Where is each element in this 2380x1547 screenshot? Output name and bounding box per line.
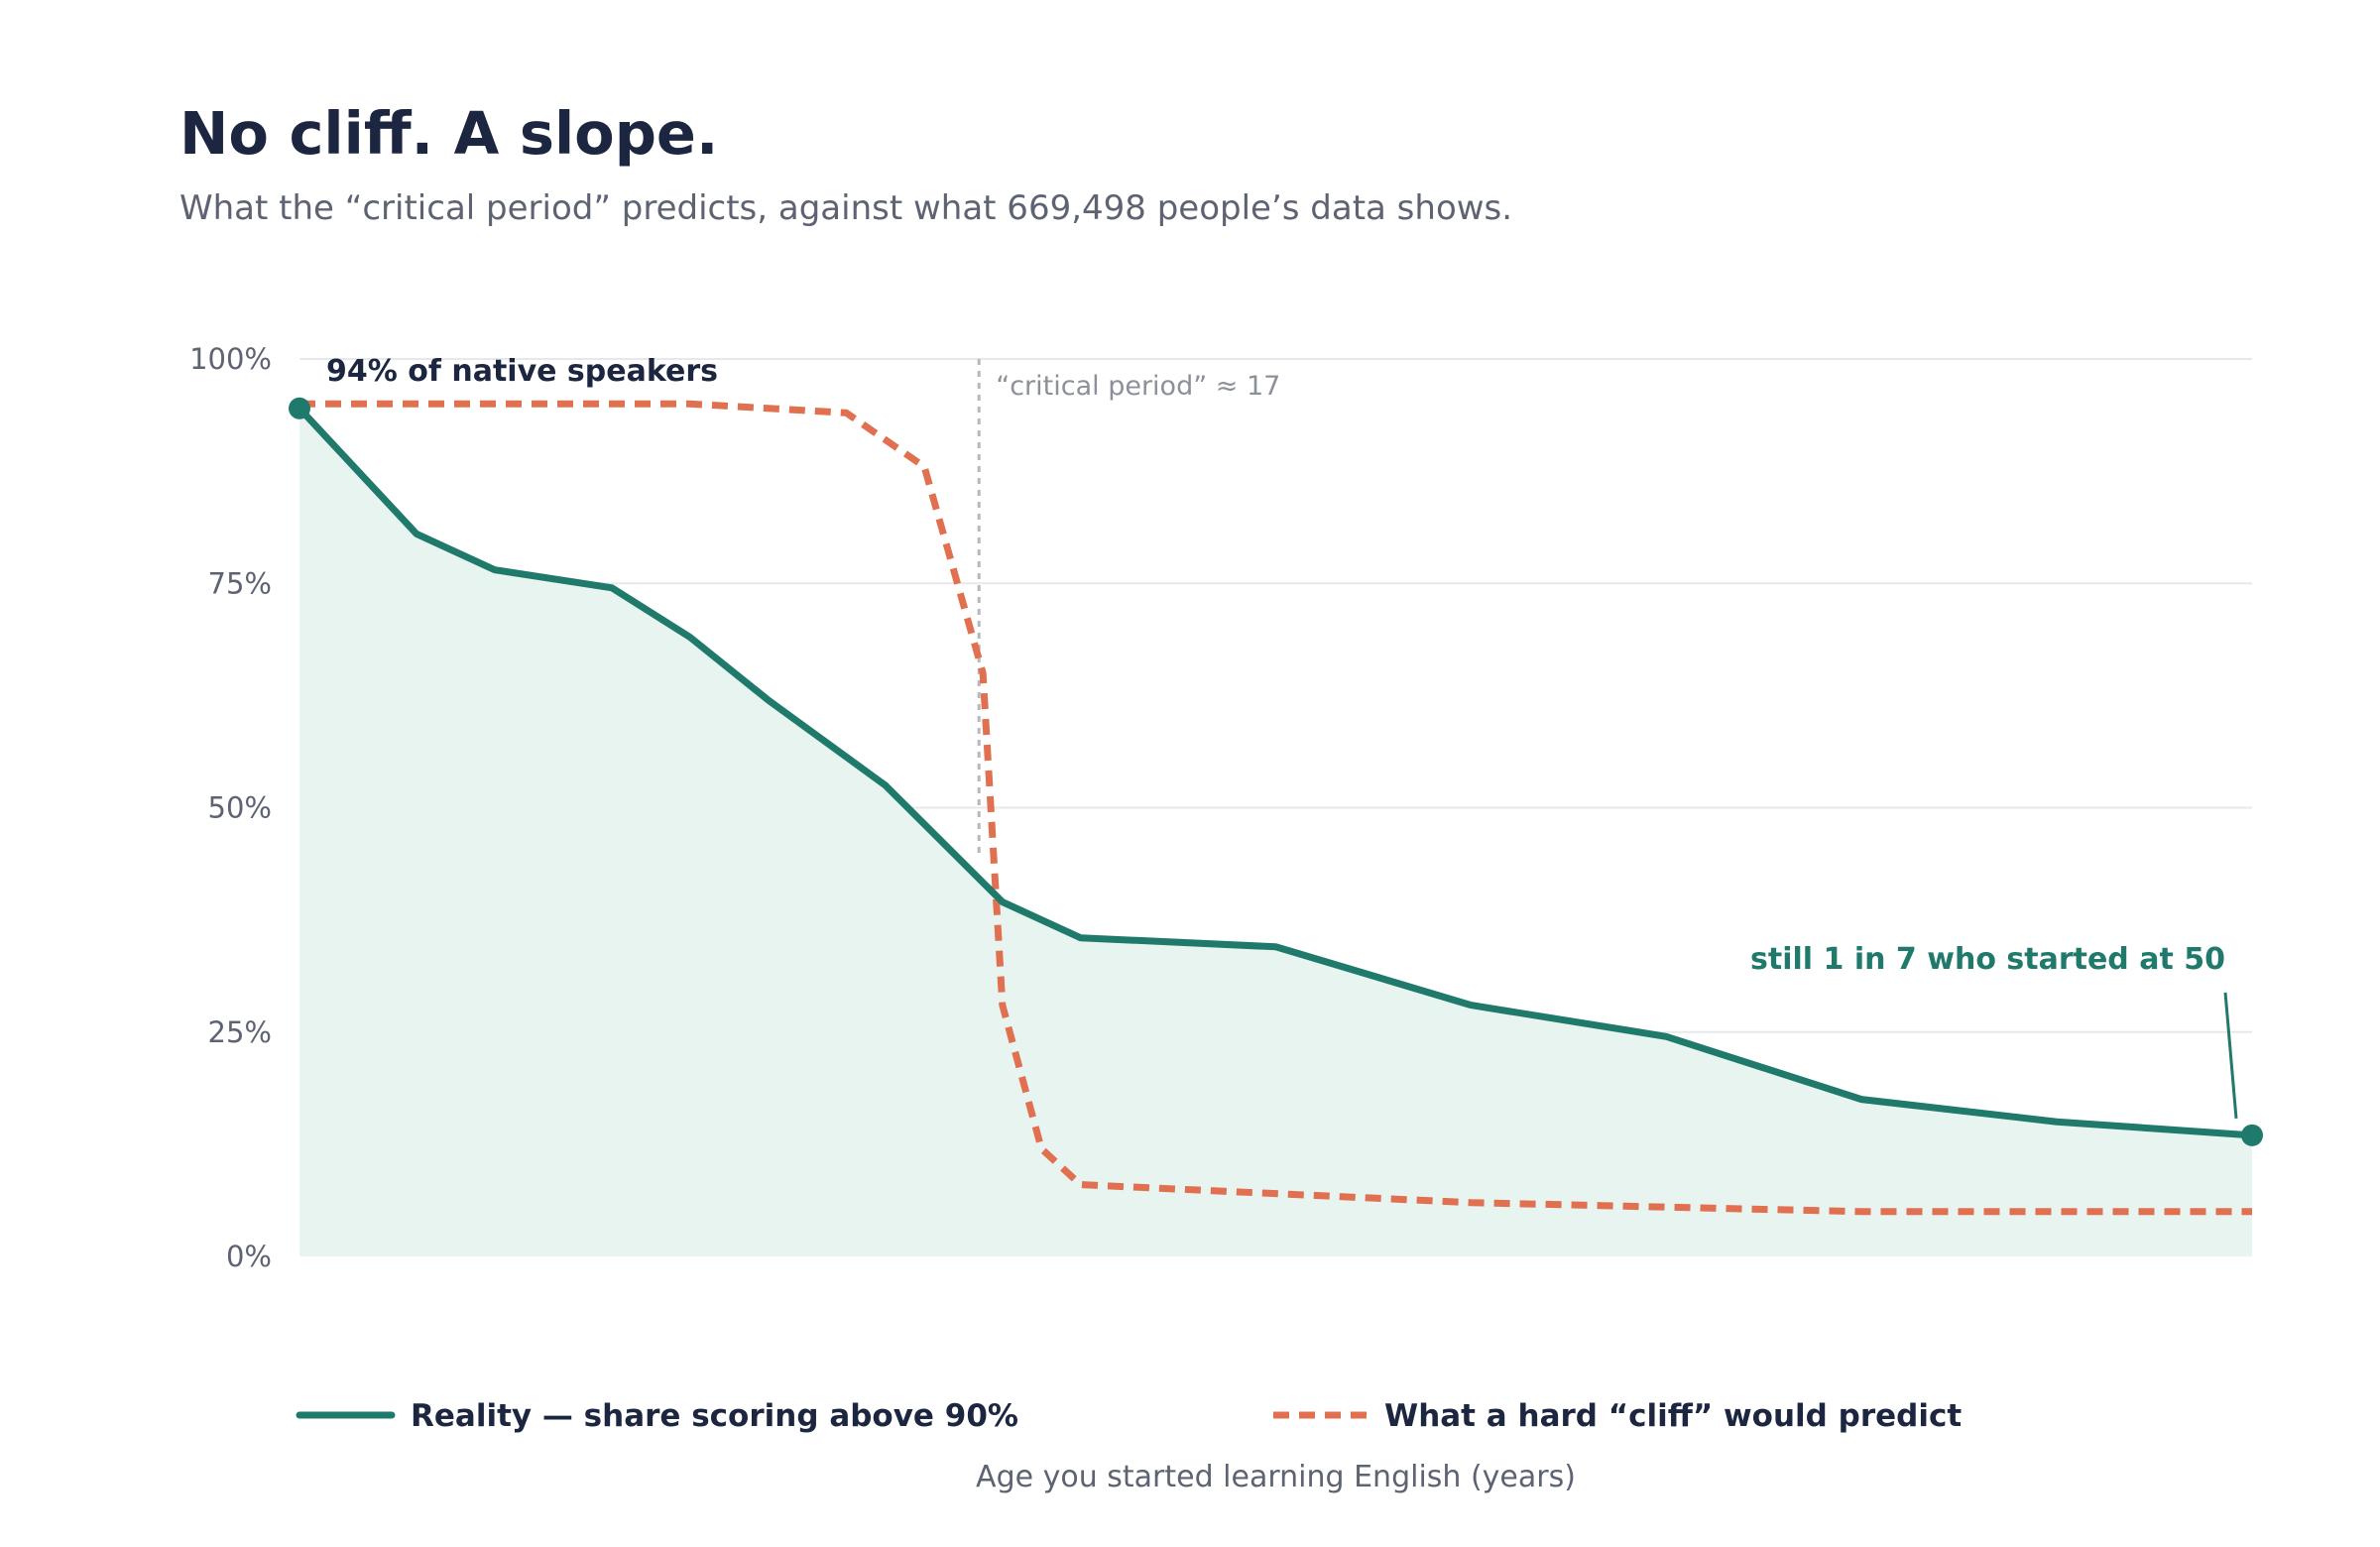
annotation-age-50: still 1 in 7 who started at 50 [1750,942,2225,977]
marker-start [289,397,310,419]
legend-label-cliff: What a hard “cliff” would predict [1384,1398,1962,1434]
y-axis-ticks: 0% 25% 50% 75% 100% [189,342,272,1273]
critical-period-label: “critical period” ≈ 17 [996,371,1280,402]
y-tick-label-0: 0% [226,1240,272,1273]
series-lines [296,400,2256,1216]
critical-period-reference: “critical period” ≈ 17 [977,359,1280,853]
series-line-1 [299,400,2252,1216]
area-fill-series-0 [299,408,2252,1256]
y-tick-label-75: 75% [208,566,272,600]
y-tick-label-100: 100% [189,342,272,376]
chart-title: No cliff. A slope. [179,99,719,168]
x-axis-label: Age you started learning English (years) [976,1460,1576,1494]
chart-subtitle: What the “critical period” predicts, aga… [179,188,1513,228]
marker-end [2241,1124,2263,1146]
y-tick-label-25: 25% [208,1015,272,1049]
endpoint-markers [289,397,2263,1146]
y-tick-label-50: 50% [208,791,272,825]
area-fills [299,408,2252,1256]
series-line-0 [296,405,2256,1139]
legend-label-reality: Reality — share scoring above 90% [411,1398,1018,1434]
annotation-native-speakers: 94% of native speakers [326,354,718,389]
annotations: 94% of native speakers still 1 in 7 who … [326,354,2238,1119]
annotation-pointer-line [2223,992,2238,1119]
legend: Reality — share scoring above 90% What a… [296,1398,1962,1434]
